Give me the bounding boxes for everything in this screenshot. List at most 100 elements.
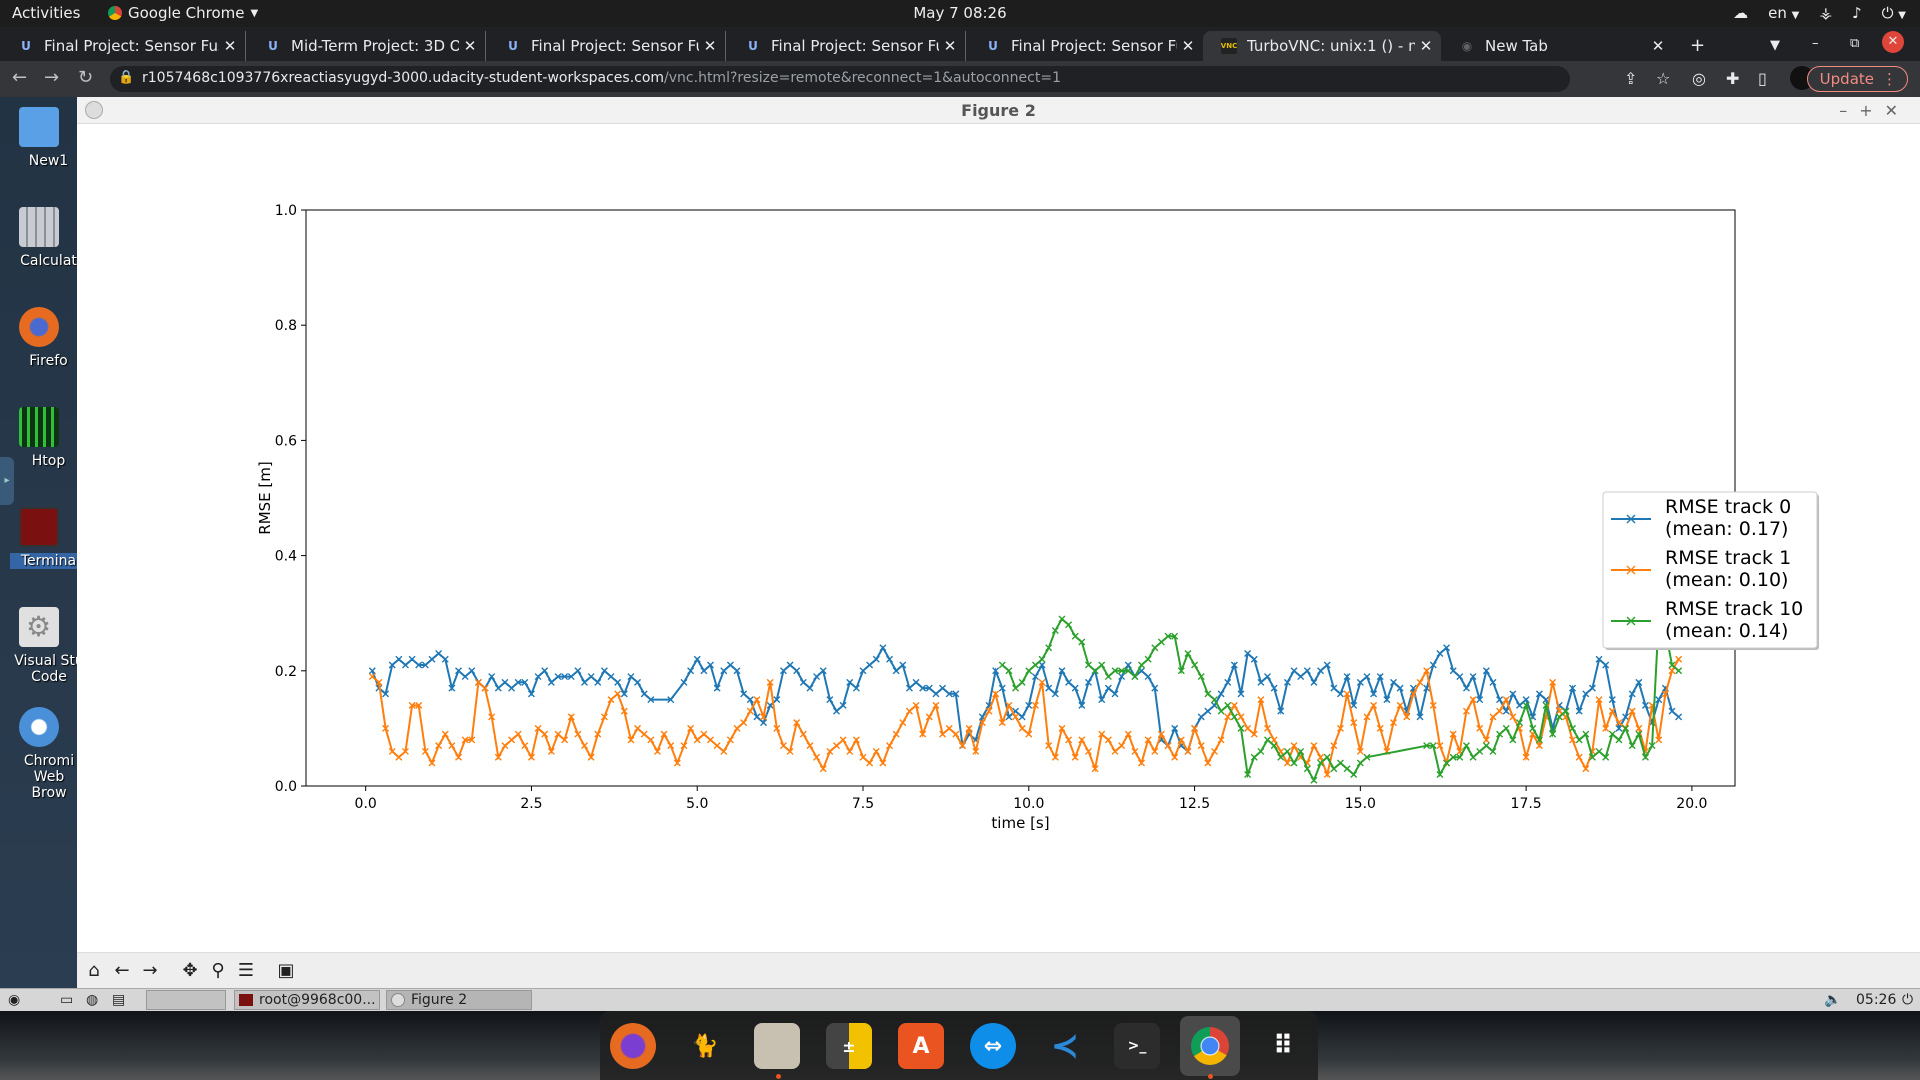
data-point-marker — [368, 673, 376, 681]
data-point-marker — [607, 673, 615, 681]
minimize-icon[interactable]: – — [1839, 101, 1860, 120]
activities-button[interactable]: Activities — [12, 4, 81, 22]
panel-expand-handle[interactable]: ▸ — [0, 457, 14, 505]
teamviewer-icon[interactable]: ⇔ — [970, 1023, 1016, 1069]
browser-launcher-icon[interactable]: ◍ — [86, 992, 99, 1008]
power-icon[interactable]: ⏻ ▼ — [1881, 4, 1906, 22]
app-menu[interactable]: Google Chrome ▼ — [108, 4, 258, 22]
close-icon[interactable]: ✕ — [1181, 37, 1195, 55]
system-tray[interactable]: ☁ en ▼ ⚶ ♪ ⏻ ▼ — [1733, 4, 1906, 22]
reload-icon[interactable]: ↻ — [78, 67, 94, 88]
scratch-cat-icon[interactable]: 🐈 — [691, 1033, 719, 1059]
url-text[interactable]: r1057468c1093776xreactiasyugyd-3000.udac… — [142, 70, 1061, 86]
data-point-marker — [1025, 667, 1033, 675]
data-point-marker — [1098, 696, 1106, 704]
desktop-icon-calculator[interactable]: Calculat — [0, 207, 77, 269]
app-grid-icon[interactable]: ⠿ — [1272, 1031, 1294, 1061]
data-point-marker — [1051, 626, 1059, 634]
volume-icon[interactable]: ♪ — [1852, 4, 1862, 22]
tab-final-project-1[interactable]: U Final Project: Sensor Fusi ✕ — [0, 31, 246, 61]
lock-icon[interactable]: 🔒 — [118, 70, 135, 85]
desktop-icon-vscode[interactable]: ⚙ Visual Stu Code — [0, 607, 84, 685]
close-icon[interactable]: ✕ — [223, 37, 237, 55]
close-icon[interactable]: ✕ — [1884, 101, 1910, 120]
minimize-icon[interactable]: – — [1812, 36, 1819, 51]
panel-clock[interactable]: 05:26 — [1856, 992, 1897, 1008]
forward-arrow-icon[interactable]: → — [142, 960, 158, 981]
language-indicator[interactable]: en ▼ — [1768, 4, 1799, 22]
tab-final-project-3[interactable]: U Final Project: Sensor Fusi ✕ — [727, 31, 966, 61]
gnome-top-bar: Activities Google Chrome ▼ May 7 08:26 ☁… — [0, 0, 1920, 27]
data-point-marker — [1396, 701, 1404, 709]
close-icon[interactable]: ✕ — [463, 37, 477, 55]
restore-icon[interactable]: ⧉ — [1850, 36, 1860, 51]
data-point-marker — [1588, 684, 1596, 692]
close-icon[interactable]: ✕ — [1651, 37, 1665, 55]
cloud-icon[interactable]: ☁ — [1733, 4, 1749, 22]
close-icon[interactable]: ✕ — [1419, 37, 1433, 55]
data-point-marker — [726, 736, 734, 744]
volume-muted-icon[interactable]: 🔈 — [1824, 992, 1842, 1008]
home-icon[interactable]: ⌂ — [88, 960, 100, 981]
update-button[interactable]: Update ⋮ — [1806, 66, 1908, 92]
extension-icon[interactable]: ◎ — [1692, 69, 1706, 88]
pan-icon[interactable]: ✥ — [182, 960, 198, 981]
forward-arrow-icon[interactable]: → — [44, 67, 60, 88]
address-bar[interactable]: 🔒 r1057468c1093776xreactiasyugyd-3000.ud… — [110, 66, 1570, 92]
x-tick-label: 10.0 — [1013, 796, 1044, 812]
save-icon[interactable]: ▣ — [277, 960, 295, 981]
puzzle-icon[interactable]: ✚ — [1726, 69, 1740, 88]
system-clock[interactable]: May 7 08:26 — [913, 4, 1007, 22]
data-point-marker — [1204, 759, 1212, 767]
tab-title: TurboVNC: unix:1 () - noV — [1247, 37, 1415, 55]
task-figure[interactable]: Figure 2 — [386, 990, 532, 1010]
window-app-icon[interactable] — [85, 101, 103, 119]
workspace-switcher[interactable] — [146, 990, 226, 1010]
close-icon[interactable]: ✕ — [943, 37, 957, 55]
data-point-marker — [1356, 747, 1364, 755]
terminal-icon[interactable]: >_ — [1114, 1023, 1160, 1069]
window-launcher-icon[interactable]: ▤ — [112, 992, 126, 1008]
tab-final-project-4[interactable]: U Final Project: Sensor Fusi ✕ — [967, 31, 1203, 61]
data-point-marker — [1071, 684, 1079, 692]
network-icon[interactable]: ⚶ — [1819, 4, 1833, 22]
vscode-icon[interactable]: ≺ — [1050, 1026, 1080, 1066]
data-point-marker — [1177, 736, 1185, 744]
data-point-marker — [408, 655, 416, 663]
share-icon[interactable]: ⇪ — [1624, 69, 1638, 88]
data-point-marker — [1489, 678, 1497, 686]
files-icon[interactable] — [754, 1023, 800, 1069]
bookmark-star-icon[interactable]: ☆ — [1656, 69, 1671, 88]
tab-final-project-2[interactable]: U Final Project: Sensor Fusi ✕ — [487, 31, 726, 61]
data-point-marker — [746, 696, 754, 704]
zoom-icon[interactable]: ⚲ — [211, 960, 225, 981]
task-terminal[interactable]: root@9968c00... — [234, 990, 380, 1010]
side-panel-icon[interactable]: ▯ — [1758, 69, 1767, 88]
tab-new-tab[interactable]: ◉ New Tab ✕ — [1441, 31, 1673, 61]
applications-menu-icon[interactable]: ◉ — [8, 992, 21, 1008]
show-desktop-icon[interactable]: ▭ — [60, 992, 74, 1008]
tab-turbovnc[interactable]: VNC TurboVNC: unix:1 () - noV ✕ — [1203, 31, 1441, 61]
figure-titlebar[interactable]: Figure 2 –+✕ — [77, 97, 1920, 124]
maximize-icon[interactable]: + — [1859, 101, 1885, 120]
desktop-icon-htop[interactable]: Htop — [0, 407, 77, 469]
tab-mid-term-project[interactable]: U Mid-Term Project: 3D Obj ✕ — [247, 31, 486, 61]
back-arrow-icon[interactable]: ← — [114, 960, 130, 981]
desktop-icon-chromium[interactable]: Chromi Web Brow — [0, 707, 77, 801]
tab-search-chevron-icon[interactable]: ▼ — [1770, 38, 1780, 53]
power-icon[interactable]: ⏻ — [1902, 992, 1914, 1008]
back-arrow-icon[interactable]: ← — [12, 67, 28, 88]
desktop-icon-terminal[interactable]: Termina — [0, 507, 87, 569]
data-point-marker — [1409, 690, 1417, 698]
firefox-icon[interactable] — [610, 1023, 656, 1069]
close-window-icon[interactable]: ✕ — [1882, 31, 1904, 53]
software-center-icon[interactable]: A — [898, 1023, 944, 1069]
desktop-icon-new1[interactable]: New1 — [0, 107, 77, 169]
calculator-icon[interactable]: ± — [826, 1023, 872, 1069]
close-icon[interactable]: ✕ — [703, 37, 717, 55]
chrome-dock-item[interactable] — [1180, 1016, 1240, 1076]
configure-subplots-icon[interactable]: ☰ — [237, 960, 255, 981]
data-point-marker — [726, 661, 734, 669]
desktop-icon-firefox[interactable]: Firefo — [0, 307, 77, 369]
new-tab-plus-icon[interactable]: + — [1690, 35, 1706, 56]
